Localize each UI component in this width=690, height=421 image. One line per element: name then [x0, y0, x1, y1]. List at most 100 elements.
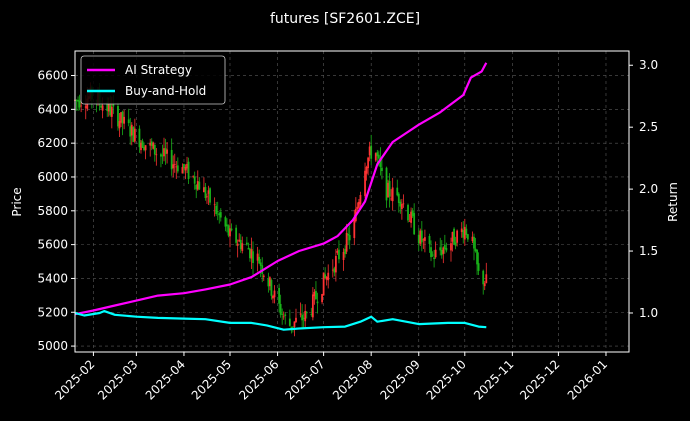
candle-body: [247, 248, 250, 250]
candle-body: [293, 321, 296, 327]
candle-body: [428, 235, 431, 244]
x-tick-label: 2025-12: [517, 357, 562, 402]
candle-body: [465, 228, 468, 235]
candle-body: [130, 124, 133, 136]
candle-body: [181, 167, 184, 174]
candle-body: [474, 248, 477, 252]
candle-body: [121, 111, 124, 124]
legend: AI Strategy Buy-and-Hold: [80, 55, 226, 105]
return-lines: [74, 62, 488, 331]
candle-body: [110, 106, 113, 117]
legend-label: AI Strategy: [125, 63, 192, 77]
candle-body: [456, 230, 459, 243]
candle-body: [236, 243, 239, 246]
candle-body: [163, 148, 165, 157]
candle-body: [345, 232, 348, 252]
candle-body: [195, 184, 198, 190]
candle-body: [192, 176, 195, 178]
series-line: [74, 310, 487, 331]
candle-body: [196, 181, 199, 190]
candle-body: [176, 165, 179, 172]
candle-body: [322, 272, 325, 296]
candle-body: [327, 272, 330, 281]
candle-body: [413, 213, 416, 235]
candle-body: [152, 142, 155, 149]
candle-body: [391, 187, 394, 202]
candle-body: [397, 193, 400, 203]
candle-body: [411, 210, 414, 217]
candle-body: [368, 146, 371, 156]
candle-body: [204, 187, 207, 199]
candle-body: [462, 230, 465, 238]
candle-body: [342, 251, 345, 260]
candle-body: [281, 313, 284, 315]
candle-body: [321, 294, 323, 303]
candle-body: [133, 128, 136, 142]
candle-body: [141, 140, 144, 148]
candle-body: [155, 154, 158, 156]
legend-label: Buy-and-Hold: [125, 84, 206, 98]
candle-body: [153, 144, 156, 155]
candle-body: [381, 167, 383, 171]
y-tick-label: 6600: [37, 69, 68, 83]
candle-body: [482, 270, 485, 285]
candle-body: [399, 201, 402, 207]
candle-body: [267, 278, 270, 287]
candle-body: [166, 149, 168, 154]
candle-body: [365, 166, 368, 174]
candle-body: [311, 294, 314, 318]
candle-body: [238, 239, 241, 242]
x-tick-label: 2025-03: [95, 357, 140, 402]
x-tick-label: 2025-11: [471, 357, 516, 402]
candle-body: [80, 105, 83, 107]
candle-body: [284, 314, 287, 316]
candle-body: [302, 317, 305, 319]
candle-body: [118, 121, 121, 129]
candle-body: [161, 155, 164, 157]
y2-tick-label: 1.5: [639, 244, 658, 258]
candle-body: [183, 164, 185, 169]
x-tick-label: 2025-05: [189, 357, 234, 402]
candle-body: [198, 181, 201, 190]
y-tick-label: 5200: [37, 305, 68, 319]
candle-body: [485, 274, 488, 284]
legend-box: [80, 55, 226, 105]
candle-body: [305, 312, 308, 314]
candle-body: [209, 188, 211, 203]
candle-body: [385, 167, 388, 201]
candle-body: [473, 236, 475, 249]
candle-body: [144, 145, 147, 151]
y2-tick-label: 2.0: [639, 182, 658, 196]
candle-body: [172, 164, 175, 169]
candle-body: [250, 249, 253, 259]
candle-body: [325, 277, 328, 280]
candle-body: [164, 148, 167, 155]
candle-body: [138, 128, 141, 148]
candle-body: [450, 243, 452, 251]
candle-body: [374, 153, 377, 161]
candle-body: [186, 163, 188, 169]
candle-body: [224, 217, 227, 227]
candle-body: [259, 262, 262, 266]
candle-body: [175, 166, 178, 168]
candle-body: [390, 198, 393, 200]
y-tick-label: 6000: [37, 170, 68, 184]
candle-body: [338, 249, 340, 260]
price-candles: [74, 82, 488, 337]
candle-body: [423, 237, 426, 241]
candle-body: [324, 274, 327, 278]
candle-body: [226, 224, 228, 227]
candle-body: [310, 314, 313, 315]
candle-body: [258, 256, 261, 264]
candle-body: [100, 105, 102, 108]
y2-tick-label: 3.0: [639, 58, 658, 72]
candle-body: [420, 230, 423, 243]
candle-body: [268, 277, 271, 287]
candle-body: [216, 211, 219, 212]
candle-body: [359, 195, 362, 205]
candle-body: [379, 157, 382, 167]
candle-body: [422, 239, 425, 241]
candle-body: [229, 228, 231, 237]
candle-body: [219, 212, 222, 218]
